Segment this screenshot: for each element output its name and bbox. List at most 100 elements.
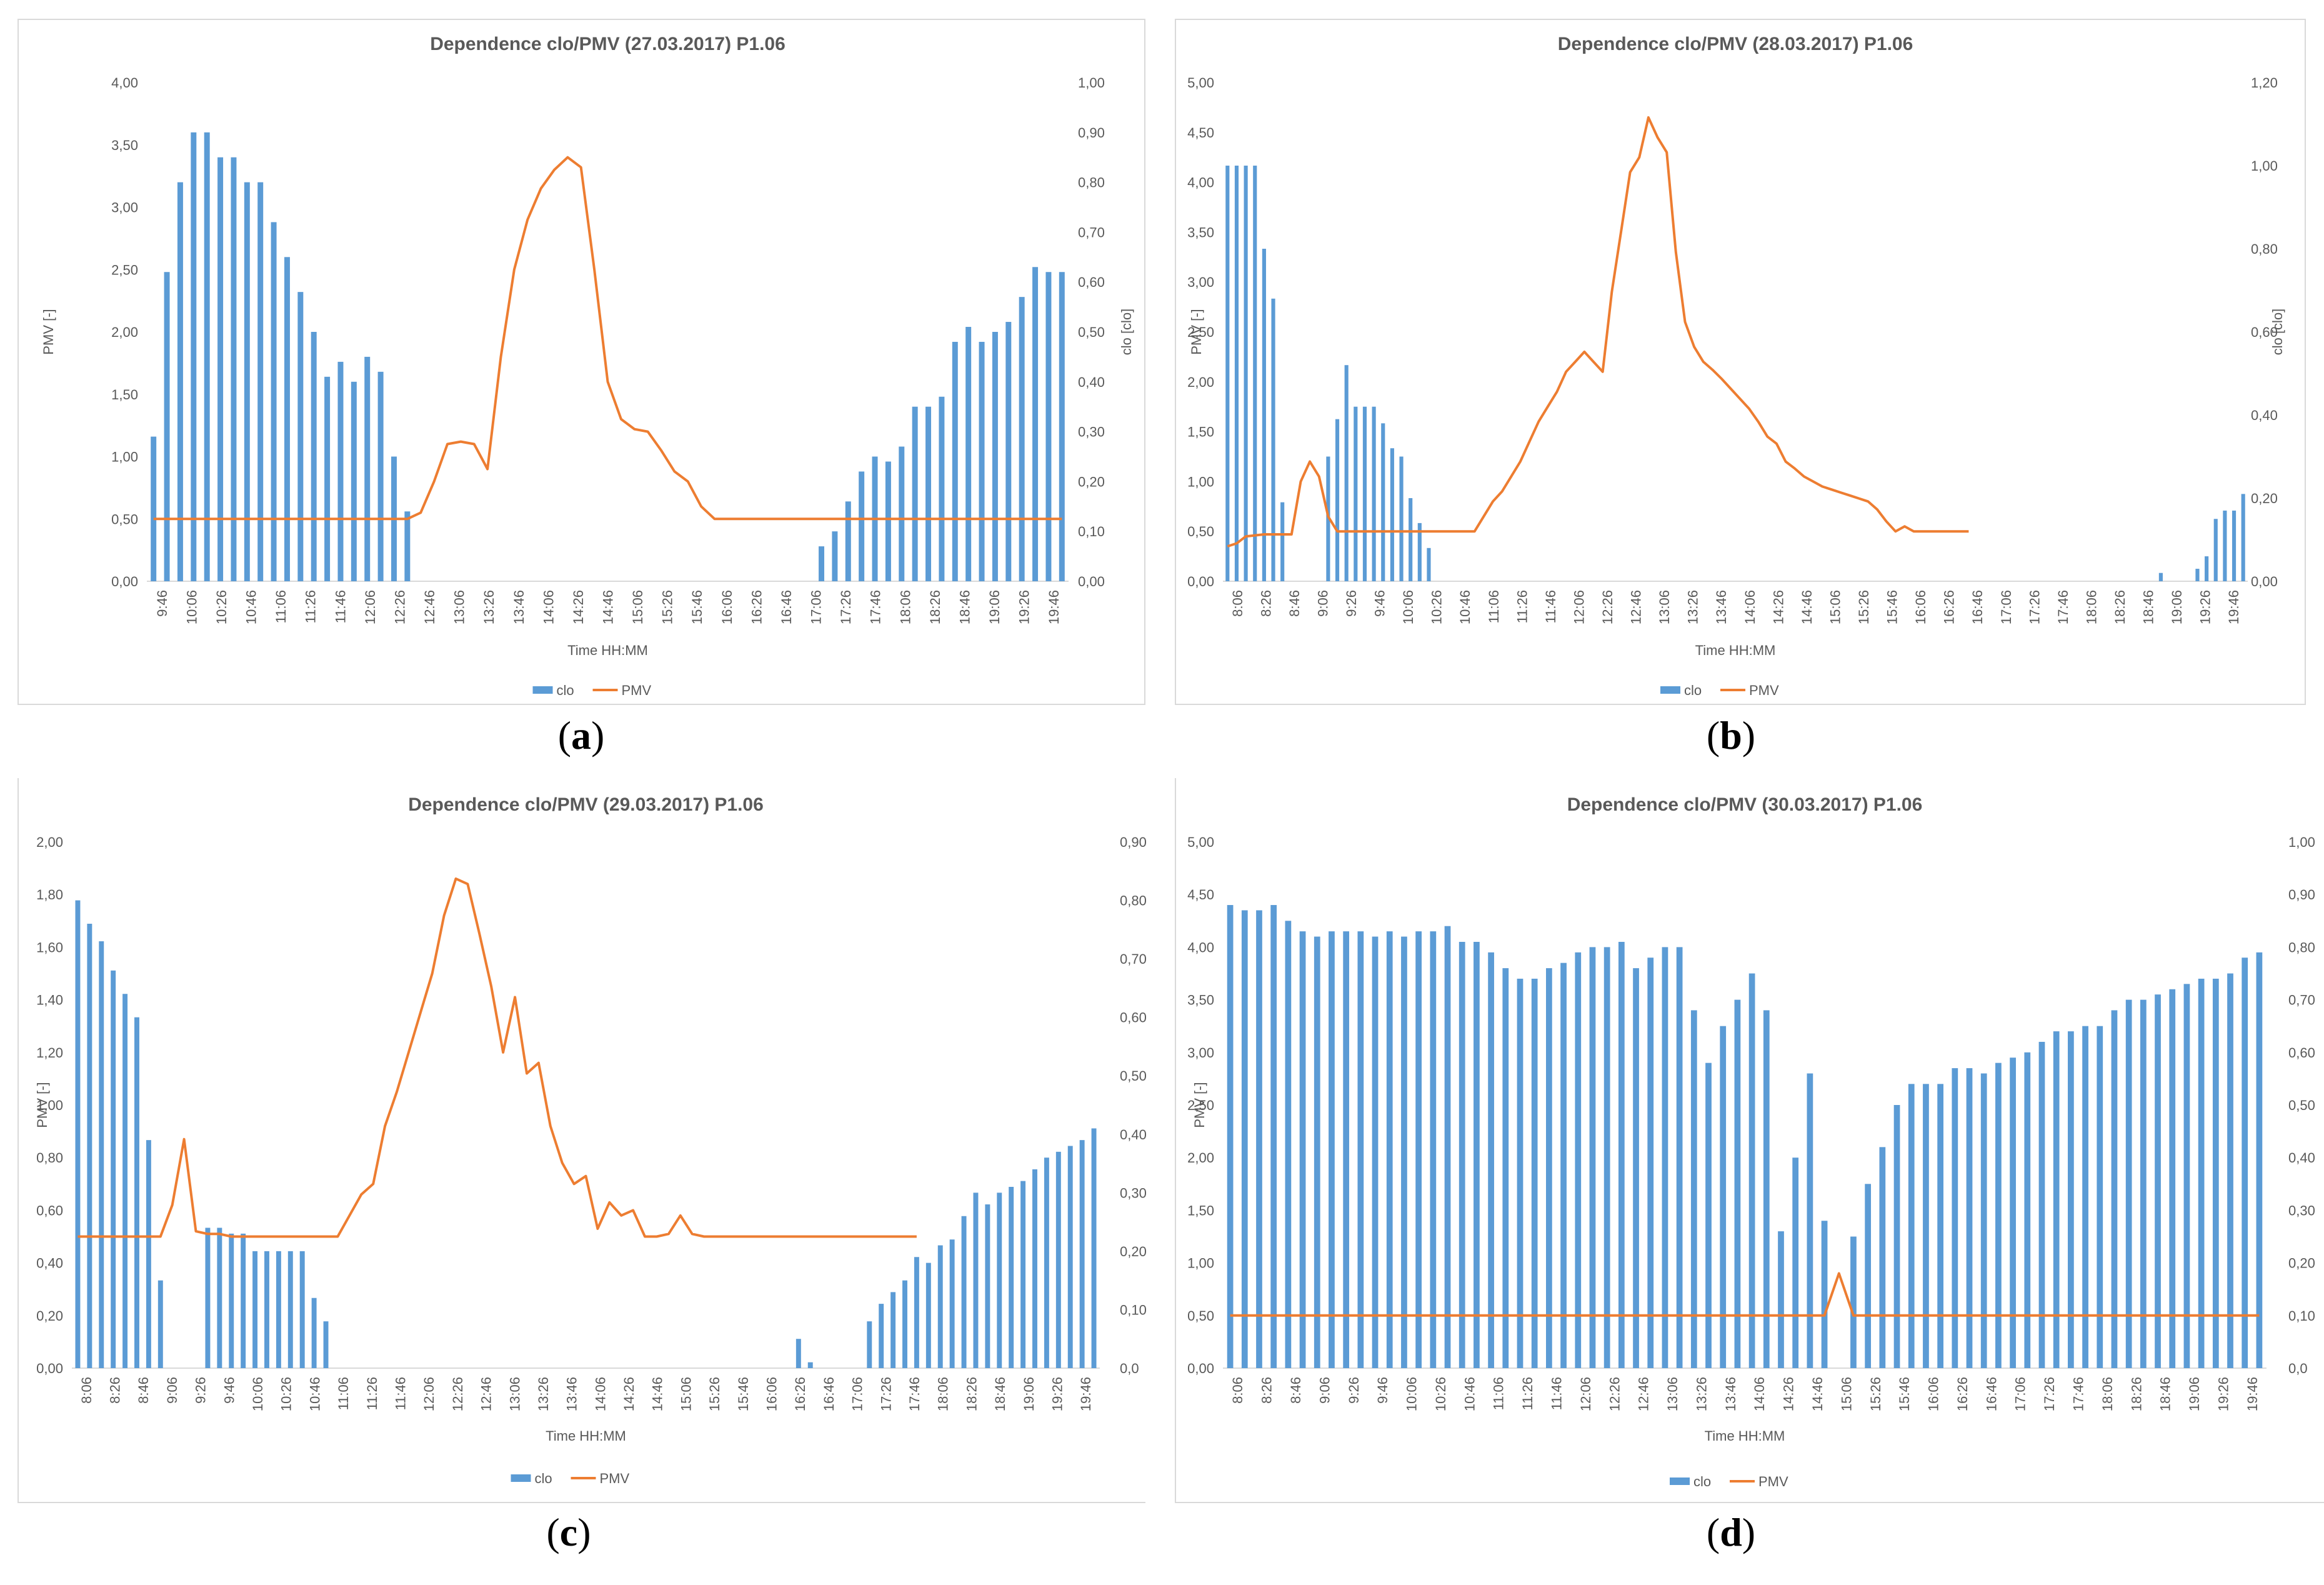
left-tick-label: 0,00 xyxy=(1187,574,1214,589)
x-tick-label: 19:46 xyxy=(2226,590,2242,624)
x-tick-label: 16:06 xyxy=(1913,590,1928,624)
x-tick-label: 18:46 xyxy=(992,1377,1008,1411)
x-tick-label: 16:26 xyxy=(1942,590,1957,624)
right-tick-label: 0,20 xyxy=(1078,474,1105,489)
x-tick-label: 17:26 xyxy=(878,1377,894,1411)
x-tick-label: 14:46 xyxy=(650,1377,666,1411)
x-tick-label: 17:46 xyxy=(2070,1377,2086,1411)
clo-bar xyxy=(1009,1186,1014,1368)
clo-bar xyxy=(134,1017,139,1368)
clo-bar xyxy=(2205,556,2209,581)
chart-svg-a: Dependence clo/PMV (27.03.2017) P1.06 0,0… xyxy=(41,34,1134,698)
clo-bar xyxy=(205,1228,211,1368)
x-tick-label: 12:26 xyxy=(1607,1377,1622,1411)
clo-bar xyxy=(1091,1128,1097,1368)
clo-bar xyxy=(151,436,157,581)
clo-bar xyxy=(914,1257,919,1368)
clo-bar xyxy=(992,332,998,581)
right-tick-label: 0,60 xyxy=(1078,274,1105,290)
clo-bar xyxy=(937,1245,943,1368)
clo-bar xyxy=(217,1228,222,1368)
clo-bar xyxy=(1923,1084,1929,1368)
clo-bar xyxy=(2155,994,2161,1368)
left-tick-label: 1,50 xyxy=(111,387,138,402)
x-tick-label: 16:46 xyxy=(779,590,794,624)
clo-bar xyxy=(1005,322,1012,581)
legend-clo-swatch xyxy=(1670,1478,1690,1485)
right-tick-label: 0,90 xyxy=(1120,834,1147,850)
clo-bar xyxy=(2232,510,2237,581)
x-tick-label: 11:46 xyxy=(1543,590,1558,623)
left-tick-label: 1,20 xyxy=(36,1045,63,1061)
legend-pmv-label: PMV xyxy=(1758,1474,1788,1489)
left-tick-label: 0,80 xyxy=(36,1150,63,1166)
clo-bar xyxy=(2068,1031,2074,1368)
clo-bar xyxy=(1589,947,1596,1368)
x-tick-label: 10:26 xyxy=(279,1377,294,1411)
panel-letter-d: (d) xyxy=(1706,1510,1756,1554)
clo-bar xyxy=(1415,931,1422,1368)
x-tick-label: 16:06 xyxy=(764,1377,780,1411)
clo-bar xyxy=(1227,905,1234,1368)
left-tick-label: 3,00 xyxy=(1187,274,1214,290)
x-tick-label: 10:26 xyxy=(214,590,229,624)
clo-bar xyxy=(2111,1010,2118,1368)
x-tick-label: 9:46 xyxy=(1375,1377,1390,1404)
y-axis-label-right: clo [clo] xyxy=(1119,309,1134,356)
clo-bar xyxy=(1662,947,1668,1368)
x-tick-label: 9:46 xyxy=(1372,590,1388,617)
x-tick-label: 14:06 xyxy=(541,590,556,624)
clo-bar xyxy=(1362,406,1367,581)
clo-bar xyxy=(1560,962,1567,1368)
clo-bar xyxy=(271,222,277,581)
right-tick-label: 0,30 xyxy=(1120,1185,1147,1201)
x-tick-label: 10:06 xyxy=(250,1377,266,1411)
left-tick-label: 5,00 xyxy=(1187,834,1214,850)
clo-bar xyxy=(1517,978,1524,1368)
clo-bar xyxy=(1690,1010,1697,1368)
x-tick-label: 17:06 xyxy=(1998,590,2014,624)
clo-bar xyxy=(952,341,958,581)
legend-clo-swatch xyxy=(532,686,553,694)
x-tick-label: 19:26 xyxy=(1049,1377,1065,1411)
right-tick-label: 0,80 xyxy=(1078,175,1105,191)
left-tick-label: 4,50 xyxy=(1187,125,1214,141)
clo-bar xyxy=(1893,1105,1900,1368)
clo-bar xyxy=(819,546,825,581)
clo-bar xyxy=(2169,989,2176,1368)
x-tick-label: 14:26 xyxy=(571,590,586,624)
left-tick-label: 1,40 xyxy=(36,992,63,1008)
panel-letter-c: (c) xyxy=(546,1510,591,1554)
x-tick-label: 18:46 xyxy=(2158,1377,2173,1411)
x-tick-label: 17:46 xyxy=(907,1377,922,1411)
clo-bar xyxy=(351,381,357,581)
clo-bar xyxy=(1326,456,1330,581)
clo-bar xyxy=(1019,297,1025,581)
x-tick-label: 13:46 xyxy=(511,590,527,624)
x-axis-label: Time HH:MM xyxy=(546,1428,626,1444)
right-tick-label: 0,60 xyxy=(2288,1045,2315,1061)
clo-bar xyxy=(231,157,237,581)
clo-bar xyxy=(1531,978,1538,1368)
right-tick-label: 0,00 xyxy=(2251,574,2278,589)
x-tick-label: 15:46 xyxy=(689,590,705,624)
clo-bar xyxy=(2213,519,2218,581)
left-tick-label: 4,00 xyxy=(1187,939,1214,955)
left-tick-label: 2,50 xyxy=(1187,324,1214,340)
clo-bar xyxy=(2223,510,2227,581)
x-tick-label: 19:06 xyxy=(2169,590,2185,624)
clo-bar xyxy=(1444,926,1451,1368)
clo-bar xyxy=(1417,522,1422,581)
x-tick-label: 19:46 xyxy=(2245,1377,2260,1411)
x-tick-label: 18:06 xyxy=(2100,1377,2115,1411)
clo-bar xyxy=(1647,958,1654,1368)
left-tick-label: 0,60 xyxy=(36,1202,63,1218)
right-tick-label: 0,0 xyxy=(2288,1361,2308,1376)
pmv-line xyxy=(1230,1272,2260,1317)
x-tick-label: 15:06 xyxy=(1827,590,1843,624)
left-tick-label: 1,00 xyxy=(1187,474,1214,489)
clo-bar xyxy=(879,1304,884,1368)
clo-bar xyxy=(241,1233,246,1368)
x-tick-label: 19:26 xyxy=(1017,590,1032,624)
clo-bar xyxy=(1459,941,1465,1368)
